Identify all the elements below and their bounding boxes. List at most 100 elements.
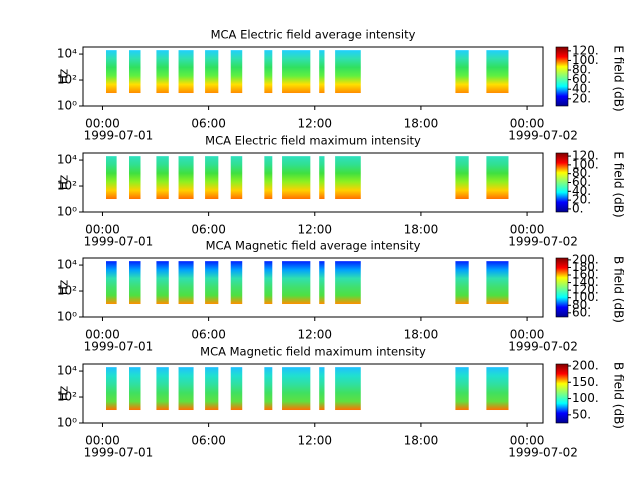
date-label: 1999-07-01 <box>84 340 154 354</box>
colorbar-tick-label: 40. <box>572 82 591 96</box>
colorbar-tick-label: 20. <box>572 91 591 105</box>
colorbar-tick-label: 140. <box>572 275 599 289</box>
spectrogram-segment <box>335 156 361 200</box>
x-tick-label: 06:00 <box>191 434 226 448</box>
spectrogram-segment <box>230 156 243 200</box>
colorbar-tick-label: 100. <box>572 290 599 304</box>
spectrogram-segment <box>486 156 509 200</box>
spectrogram-segment <box>178 156 194 200</box>
spectrogram-segment <box>319 156 325 200</box>
spectrogram-segment <box>264 50 273 94</box>
spectrogram-segment <box>264 156 273 200</box>
spectrogram-segment <box>335 261 361 305</box>
colorbar-tick-label: 200. <box>572 358 599 372</box>
colorbar-tick-label: 0. <box>572 201 583 215</box>
date-label: 1999-07-02 <box>508 129 578 143</box>
colorbar-tick-label: 120. <box>572 283 599 297</box>
spectrogram-segment <box>205 367 219 411</box>
spectrogram-segment <box>335 50 361 94</box>
x-tick-label: 00:00 <box>510 223 545 237</box>
spectrogram-segment <box>178 367 194 411</box>
spectrogram-segment <box>319 261 325 305</box>
y-tick-label: 10⁴ <box>57 47 77 61</box>
colorbar-tick-label: 60. <box>572 175 591 189</box>
colorbar <box>555 46 569 107</box>
spectrogram-segment <box>230 261 243 305</box>
panel-title: MCA Magnetic field average intensity <box>206 239 421 253</box>
colorbar <box>555 152 569 213</box>
colorbar-tick-label: 50. <box>572 407 591 421</box>
plot-frame <box>82 257 544 318</box>
y-axis-label: Hz <box>57 386 71 401</box>
x-tick-label: 18:00 <box>404 434 439 448</box>
plot-frame <box>82 363 544 424</box>
spectrogram-segment <box>335 367 361 411</box>
spectrogram-segment <box>282 367 311 411</box>
colorbar-tick-label: 160. <box>572 268 599 282</box>
x-tick-label: 00:00 <box>85 328 120 342</box>
x-tick-label: 18:00 <box>404 328 439 342</box>
spectrogram-segment <box>486 50 509 94</box>
x-tick-label: 12:00 <box>297 434 332 448</box>
y-tick-label: 10⁰ <box>57 205 77 219</box>
spectrogram-segment <box>264 367 273 411</box>
colorbar-tick-label: 100. <box>572 53 599 67</box>
y-tick-label: 10⁴ <box>57 258 77 272</box>
y-tick-label: 10⁴ <box>57 364 77 378</box>
spectrogram-segment <box>455 367 469 411</box>
spectrogram-segment <box>156 261 169 305</box>
date-label: 1999-07-01 <box>84 446 154 460</box>
date-label: 1999-07-02 <box>508 340 578 354</box>
colorbar-tick-label: 200. <box>572 252 599 266</box>
spectrogram-segment <box>282 50 311 94</box>
spectrogram-segment <box>319 50 325 94</box>
x-tick-label: 00:00 <box>85 434 120 448</box>
colorbar-tick-label: 120. <box>572 43 599 57</box>
colorbar-tick-label: 40. <box>572 184 591 198</box>
colorbar-tick-label: 100. <box>572 157 599 171</box>
spectrogram-segment <box>230 50 243 94</box>
panel-title: MCA Electric field average intensity <box>211 28 416 42</box>
spectrogram-segment <box>106 367 117 411</box>
spectrogram-segment <box>455 50 469 94</box>
colorbar-tick-label: 20. <box>572 193 591 207</box>
spectrogram-segment <box>106 261 117 305</box>
spectrogram-segment <box>129 367 141 411</box>
spectrogram-segment <box>205 261 219 305</box>
x-tick-label: 06:00 <box>191 117 226 131</box>
spectrogram-segment <box>455 156 469 200</box>
colorbar <box>555 257 569 318</box>
x-tick-label: 06:00 <box>191 328 226 342</box>
spectrogram-segment <box>178 261 194 305</box>
date-label: 1999-07-02 <box>508 235 578 249</box>
x-tick-label: 00:00 <box>510 117 545 131</box>
y-tick-label: 10⁰ <box>57 310 77 324</box>
spectrogram-segment <box>205 156 219 200</box>
colorbar <box>555 363 569 424</box>
y-tick-label: 10⁰ <box>57 416 77 430</box>
x-tick-label: 12:00 <box>297 223 332 237</box>
y-tick-label: 10² <box>57 390 77 404</box>
colorbar-tick-label: 80. <box>572 166 591 180</box>
spectrogram-segment <box>129 261 141 305</box>
plot-frame <box>82 152 544 213</box>
spectrogram-segment <box>156 50 169 94</box>
colorbar-tick-label: 120. <box>572 149 599 163</box>
spectrogram-segment <box>455 261 469 305</box>
colorbar-label: B field (dB) <box>612 362 626 429</box>
y-tick-label: 10² <box>57 179 77 193</box>
spectrogram-segment <box>264 261 273 305</box>
date-label: 1999-07-01 <box>84 129 154 143</box>
colorbar-tick-label: 180. <box>572 260 599 274</box>
colorbar-tick-label: 80. <box>572 298 591 312</box>
y-tick-label: 10⁰ <box>57 99 77 113</box>
spectrogram-segment <box>129 50 141 94</box>
x-tick-label: 18:00 <box>404 117 439 131</box>
x-tick-label: 18:00 <box>404 223 439 237</box>
x-tick-label: 00:00 <box>510 328 545 342</box>
x-tick-label: 00:00 <box>85 223 120 237</box>
x-tick-label: 00:00 <box>510 434 545 448</box>
plot-frame <box>82 46 544 107</box>
spectrogram-segment <box>106 50 117 94</box>
